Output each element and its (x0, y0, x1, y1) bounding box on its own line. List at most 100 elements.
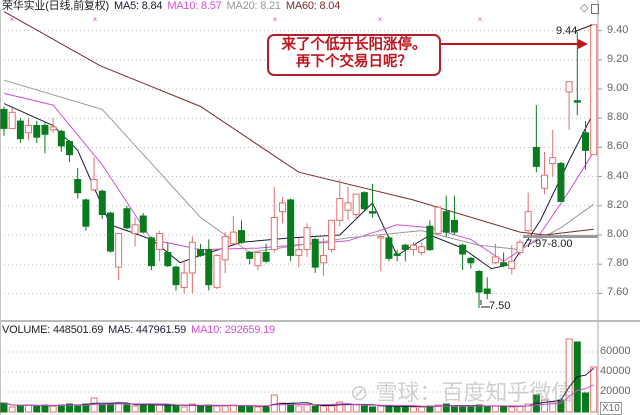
marker-cross: × (10, 15, 15, 24)
candle-up (418, 246, 426, 254)
ma-line-ma20 (3, 79, 594, 254)
candle-down (500, 262, 508, 267)
legend-ma5: MA5: 8.84 (113, 0, 163, 12)
volume-bar (8, 406, 16, 413)
volume-bar (229, 404, 237, 413)
volume-bar (123, 404, 131, 413)
candle-down (41, 125, 49, 135)
candle-up (319, 254, 327, 264)
candle-up (516, 241, 524, 254)
volume-bar (459, 406, 467, 413)
price-tick-label: 9.00 (607, 82, 629, 94)
volume-bar (581, 392, 589, 413)
volume-bar (131, 405, 139, 413)
diamond-icon[interactable]: ◇ (580, 2, 589, 14)
price-tick-label: 8.60 (607, 140, 629, 153)
price-legend: 荣华实业(日线,前复权) MA5: 8.84 MA10: 8.57 MA20: 8.2… (2, 0, 345, 12)
stock-title: 荣华实业(日线,前复权) (2, 0, 109, 12)
volume-bar (156, 404, 164, 413)
volume-bar (352, 404, 360, 413)
volume-bar (57, 404, 65, 413)
candle-down (106, 212, 114, 252)
candle-up (410, 244, 417, 251)
candle-up (49, 126, 57, 131)
candle-up (229, 231, 237, 245)
marker-cross: × (478, 15, 483, 24)
volume-legend: VOLUME: 448501.69 MA5: 447961.59 MA10: 292… (2, 324, 280, 336)
legend-volume: VOLUME: 448501.69 (2, 324, 104, 336)
volume-bar (139, 404, 147, 413)
candle-up (352, 193, 360, 216)
candle-down (172, 266, 180, 286)
candle-up (131, 224, 139, 235)
candle-down (197, 249, 205, 256)
price-tick-label: 7.60 (607, 286, 629, 299)
candle-down (262, 252, 270, 262)
candle-down (459, 244, 467, 255)
candle-up (344, 202, 352, 211)
candle-down (311, 238, 319, 268)
volume-bar (278, 402, 286, 413)
volume-bar (565, 338, 573, 413)
volume-bar (500, 406, 508, 413)
candle-up (590, 24, 598, 156)
volume-bar (74, 404, 82, 413)
volume-bar (524, 403, 532, 413)
volume-bar (319, 405, 327, 413)
volume-bar (491, 405, 499, 413)
volume-tick-label: 40000 (600, 365, 631, 377)
candle-up (180, 272, 188, 289)
candle-down (246, 252, 254, 259)
legend-ma60: MA60: 8.04 (285, 0, 341, 12)
ma-line-ma10 (3, 92, 595, 262)
window-toggle-icon[interactable] (591, 4, 599, 14)
volume-bar (369, 406, 377, 413)
candle-down (205, 249, 213, 286)
candle-up (115, 233, 123, 268)
volume-bar (238, 405, 246, 413)
price-tick-label: 9.40 (607, 23, 629, 36)
candle-up (491, 256, 499, 264)
candle-down (442, 211, 450, 233)
candle-up (278, 202, 286, 213)
candle-up (25, 125, 33, 134)
volume-bar (442, 403, 450, 413)
candle-down (393, 253, 401, 256)
volume-bar (360, 405, 368, 413)
volume-bar (483, 405, 491, 413)
volume-bar (590, 366, 598, 413)
candle-up (213, 254, 221, 289)
price-tick-label: 8.20 (607, 198, 629, 211)
candle-up (541, 174, 549, 189)
volume-bar (270, 394, 278, 413)
volume-bar (311, 405, 319, 413)
volume-tick-label: 60000 (600, 345, 631, 357)
volume-bar (467, 405, 475, 413)
candle-up (328, 219, 336, 251)
volume-bar (82, 403, 90, 413)
candle-down (532, 146, 540, 167)
candle-up (8, 111, 16, 129)
volume-bar (106, 403, 114, 413)
legend-vol-ma10: MA10: 292659.19 (191, 324, 275, 336)
candle-up (434, 206, 442, 235)
candle-down (426, 225, 434, 251)
volume-bar (180, 406, 188, 413)
candle-down (57, 130, 65, 147)
candle-down (74, 179, 82, 194)
legend-ma20: MA20: 8.21 (226, 0, 281, 12)
candle-down (450, 219, 458, 233)
legend-ma10: MA10: 8.57 (167, 0, 222, 12)
volume-bar (221, 405, 229, 413)
candle-down (33, 125, 41, 138)
candle-down (123, 208, 131, 229)
low-label: 7.50 (489, 300, 511, 312)
price-tick-label: 9.20 (607, 52, 629, 65)
volume-bar (295, 405, 303, 413)
volume-bar (410, 406, 417, 413)
candle-down (0, 108, 8, 129)
price-tick-label: 7.80 (607, 257, 629, 270)
volume-bar (336, 401, 344, 413)
volume-bar (385, 405, 393, 413)
